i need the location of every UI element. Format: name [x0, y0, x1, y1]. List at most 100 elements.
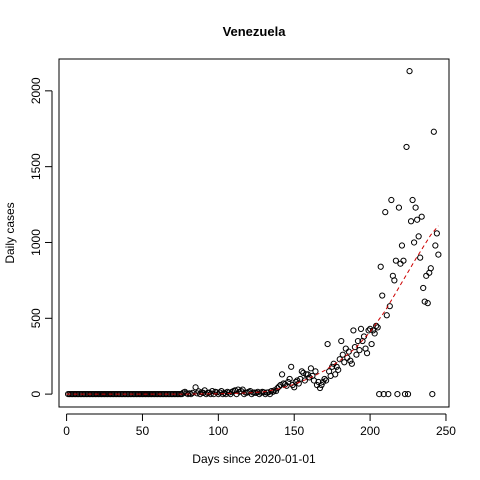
trend-line-layer [66, 225, 439, 395]
data-point [265, 389, 272, 396]
data-point [269, 388, 277, 395]
data-point [206, 389, 213, 396]
data-point [424, 300, 431, 307]
x-tick-label: 100 [208, 424, 228, 438]
data-point [404, 391, 412, 398]
data-point [433, 230, 440, 237]
plot-frame [58, 58, 450, 408]
data-point [407, 218, 415, 225]
data-point [379, 292, 386, 299]
data-point [417, 254, 424, 261]
data-point [382, 209, 389, 216]
data-point [374, 324, 381, 331]
data-point [221, 389, 228, 396]
data-point [186, 390, 193, 397]
x-axis: 0 50 100 150 200 250 [63, 413, 456, 438]
data-point [385, 391, 392, 398]
x-tick-label: 0 [63, 424, 70, 438]
data-point [316, 384, 324, 392]
data-point [394, 391, 401, 398]
data-point [380, 391, 387, 398]
data-point [430, 128, 437, 135]
y-axis-label: Daily cases [3, 202, 17, 263]
data-point [312, 368, 319, 375]
data-point [376, 391, 383, 398]
data-point [192, 384, 199, 391]
data-point [386, 303, 393, 310]
data-point [377, 263, 384, 270]
data-point [348, 360, 355, 367]
y-tick-label: 1000 [29, 229, 43, 256]
data-point [277, 381, 284, 389]
data-point [286, 375, 293, 383]
data-point [189, 389, 196, 396]
x-tick-label: 250 [436, 424, 456, 438]
y-tick-label: 500 [29, 308, 43, 328]
data-point [322, 377, 330, 384]
data-point [391, 277, 398, 284]
data-point [400, 257, 407, 264]
data-point [395, 204, 403, 211]
data-point [412, 204, 419, 211]
data-point [307, 365, 315, 372]
chart-title: Venezuela [223, 24, 287, 39]
data-point [435, 251, 442, 258]
data-point [368, 340, 375, 348]
data-point [301, 377, 308, 384]
data-point [409, 196, 416, 204]
y-tick-label: 0 [29, 390, 43, 397]
data-point [357, 325, 365, 333]
data-point [288, 363, 295, 370]
data-point [285, 378, 292, 386]
data-point [423, 272, 430, 279]
data-point [370, 327, 377, 334]
data-point [414, 216, 421, 223]
y-tick-label: 2000 [29, 77, 43, 104]
x-axis-label: Days since 2020-01-01 [192, 452, 316, 466]
data-point [339, 351, 346, 358]
data-point [335, 366, 342, 373]
x-tick-label: 150 [284, 424, 304, 438]
data-point [427, 265, 434, 272]
data-point [420, 284, 427, 292]
data-point [406, 68, 413, 75]
data-point [298, 368, 305, 375]
data-point [401, 391, 409, 398]
x-tick-label: 200 [360, 424, 380, 438]
data-point [392, 257, 399, 264]
data-point [403, 143, 410, 151]
data-point [350, 327, 357, 334]
data-point [319, 378, 327, 386]
y-axis: 0 500 1000 1500 2000 [29, 77, 53, 397]
data-point [410, 239, 418, 246]
data-point [351, 344, 359, 351]
data-point [371, 330, 378, 337]
data-point [253, 389, 260, 396]
data-point [347, 357, 354, 364]
data-point [432, 242, 439, 249]
data-point [283, 382, 290, 389]
data-point [318, 381, 325, 389]
data-point [353, 351, 360, 358]
data-point [338, 337, 345, 345]
y-tick-label: 1500 [29, 153, 43, 180]
data-point [260, 389, 267, 396]
data-point [415, 233, 422, 240]
data-point [388, 196, 395, 204]
data-point [254, 388, 261, 395]
data-point [332, 371, 339, 378]
data-point [342, 345, 349, 352]
data-point [421, 298, 428, 305]
data-point [321, 375, 328, 383]
data-point [292, 378, 299, 386]
data-point [341, 359, 348, 366]
data-point [354, 337, 362, 345]
data-point [383, 312, 390, 319]
data-point [398, 242, 406, 249]
data-point [291, 384, 298, 391]
data-point [363, 350, 371, 357]
data-point [183, 390, 190, 397]
x-tick-label: 50 [136, 424, 150, 438]
data-point [418, 213, 425, 220]
